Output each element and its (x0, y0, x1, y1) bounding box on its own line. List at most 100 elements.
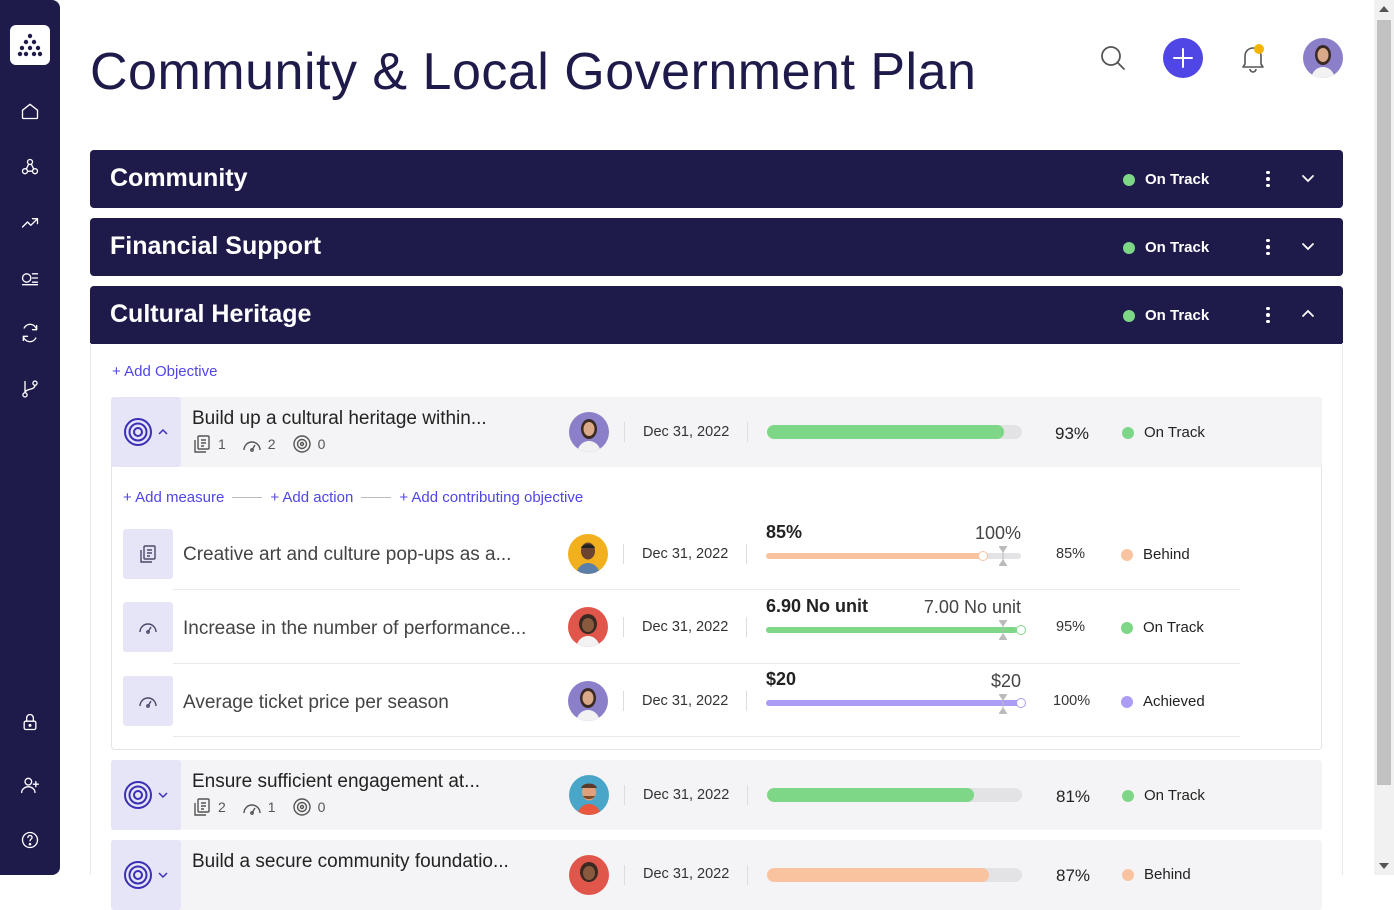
network-icon[interactable] (18, 155, 42, 179)
progress-percent: 95% (1056, 619, 1086, 635)
actions-icon (243, 804, 261, 815)
section-financial-support[interactable]: Financial Support On Track (90, 218, 1343, 276)
current-value: 6.90 No unit (766, 596, 869, 616)
progress-bar (767, 788, 1022, 802)
due-date: Dec 31, 2022 (642, 693, 729, 709)
progress-percent: 87% (1056, 866, 1091, 885)
add-links: + Add measure + Add action + Add contrib… (123, 489, 583, 506)
owner-avatar[interactable] (568, 607, 608, 647)
section-cultural-heritage[interactable]: Cultural Heritage On Track (90, 286, 1343, 344)
page-scrollbar[interactable] (1374, 0, 1394, 875)
section-community[interactable]: Community On Track (90, 150, 1343, 208)
objective-row[interactable]: Ensure sufficient engagement at... 2 1 0 (111, 760, 1322, 830)
current-value: $20 (766, 669, 797, 689)
gauge-icon (139, 623, 157, 634)
add-button[interactable] (1163, 38, 1203, 78)
owner-avatar[interactable] (569, 775, 609, 815)
target-value: 100% (974, 523, 1021, 543)
home-icon[interactable] (18, 99, 42, 123)
notification-dot (1254, 44, 1264, 54)
target-value: $20 (990, 671, 1021, 691)
measure-progress-bar (766, 627, 1021, 633)
status-badge: On Track (1122, 424, 1205, 441)
target-icon (124, 418, 152, 446)
add-objective-link[interactable]: + Add Objective (112, 363, 218, 380)
measure-title[interactable]: Average ticket price per season (183, 692, 449, 713)
list-icon[interactable] (18, 266, 42, 290)
help-icon[interactable] (18, 828, 42, 852)
objective-toggle[interactable] (111, 840, 181, 910)
target-marker-icon (999, 546, 1007, 566)
due-date: Dec 31, 2022 (643, 866, 730, 882)
objectives-icon (292, 798, 311, 816)
more-options-icon[interactable] (1259, 785, 1279, 807)
notifications-button[interactable] (1233, 38, 1273, 78)
trending-icon[interactable] (18, 210, 42, 234)
owner-avatar[interactable] (568, 681, 608, 721)
chevron-up-icon[interactable] (1298, 304, 1318, 324)
app-logo[interactable] (10, 25, 50, 65)
due-date: Dec 31, 2022 (642, 546, 729, 562)
scroll-thumb[interactable] (1377, 20, 1391, 785)
more-options-icon[interactable] (1258, 304, 1278, 326)
objectives-icon (292, 435, 311, 453)
user-avatar[interactable] (1303, 38, 1343, 78)
progress-knob (1016, 698, 1026, 708)
status-badge: On Track (1123, 239, 1209, 256)
scroll-down-icon[interactable] (1379, 863, 1389, 869)
owner-avatar[interactable] (569, 855, 609, 895)
status-badge: On Track (1123, 307, 1209, 324)
objective-title: Ensure sufficient engagement at... (192, 771, 480, 792)
measure-progress-bar (766, 700, 1021, 706)
more-options-icon[interactable] (1258, 544, 1278, 566)
more-options-icon[interactable] (1259, 865, 1279, 887)
scroll-up-icon[interactable] (1379, 6, 1389, 12)
add-measure-link[interactable]: + Add measure (123, 489, 225, 506)
objective-stats: 2 1 0 (192, 797, 341, 817)
measures-icon (140, 545, 156, 563)
plus-icon (1173, 48, 1193, 68)
objective-toggle[interactable] (111, 397, 181, 467)
objective-toggle[interactable] (111, 760, 181, 830)
lock-icon[interactable] (18, 710, 42, 734)
measure-icon-box (123, 529, 173, 579)
owner-avatar[interactable] (568, 534, 608, 574)
add-contributing-objective-link[interactable]: + Add contributing objective (399, 489, 584, 506)
measure-title[interactable]: Increase in the number of performance... (183, 618, 527, 639)
owner-avatar[interactable] (569, 412, 609, 452)
add-action-link[interactable]: + Add action (270, 489, 354, 506)
target-icon (124, 781, 152, 809)
progress-percent: 81% (1056, 787, 1091, 806)
section-title: Cultural Heritage (110, 300, 312, 328)
target-icon (124, 861, 152, 889)
section-title: Financial Support (110, 232, 322, 260)
target-marker-icon (999, 694, 1007, 714)
chevron-down-icon[interactable] (1298, 236, 1318, 256)
progress-knob (977, 551, 988, 561)
more-options-icon[interactable] (1258, 168, 1278, 190)
more-options-icon[interactable] (1258, 692, 1278, 714)
sync-icon[interactable] (18, 321, 42, 345)
status-badge: Behind (1121, 546, 1190, 563)
more-options-icon[interactable] (1259, 423, 1279, 445)
more-options-icon[interactable] (1258, 236, 1278, 258)
more-options-icon[interactable] (1258, 618, 1278, 640)
chevron-up-icon (158, 428, 168, 435)
section-title: Community (110, 164, 248, 192)
progress-percent: 85% (1056, 546, 1086, 562)
measure-title[interactable]: Creative art and culture pop-ups as a... (183, 544, 512, 565)
objective-stats: 1 2 0 (192, 434, 341, 454)
search-button[interactable] (1093, 38, 1133, 78)
add-user-icon[interactable] (18, 773, 42, 797)
progress-percent: 93% (1055, 424, 1090, 443)
due-date: Dec 31, 2022 (643, 787, 730, 803)
branch-icon[interactable] (18, 377, 42, 401)
chevron-down-icon[interactable] (1298, 168, 1318, 188)
objective-title: Build a secure community foundatio... (192, 851, 509, 872)
status-badge: Achieved (1121, 693, 1205, 710)
objective-row[interactable]: Build up a cultural heritage within... 1… (111, 397, 1322, 467)
measures-icon (194, 435, 210, 453)
objective-title: Build up a cultural heritage within... (192, 408, 487, 429)
status-badge: On Track (1122, 787, 1205, 804)
page-title: Community & Local Government Plan (90, 43, 977, 101)
